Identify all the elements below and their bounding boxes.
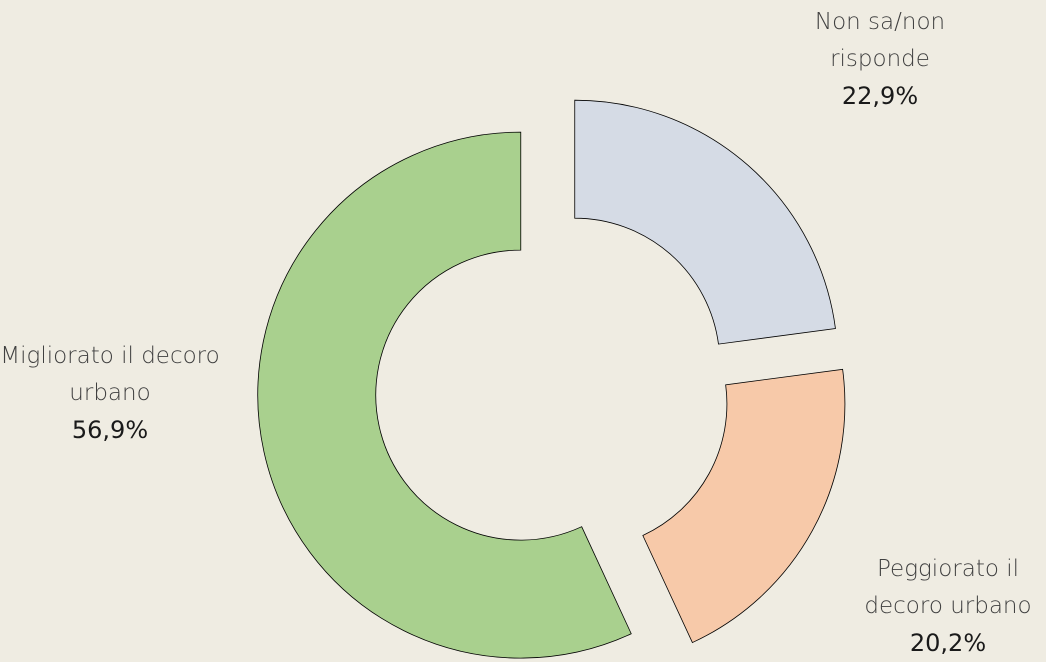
category-label: Migliorato il decoro urbano (0, 343, 220, 406)
slice-label: Migliorato il decoro urbano 56,9% (0, 338, 220, 449)
slice (642, 368, 846, 644)
slice-label: Peggiorato il decoro urbano 20,2% (838, 551, 1046, 662)
slice (574, 99, 836, 345)
value-label: 22,9% (841, 82, 919, 110)
slice-label: Non sa/non risponde 22,9% (770, 4, 990, 115)
category-label: Peggiorato il decoro urbano (864, 556, 1032, 619)
value-label: 56,9% (71, 416, 149, 444)
value-label: 20,2% (909, 629, 987, 657)
slice (257, 131, 632, 659)
category-label: Non sa/non risponde (814, 9, 946, 72)
